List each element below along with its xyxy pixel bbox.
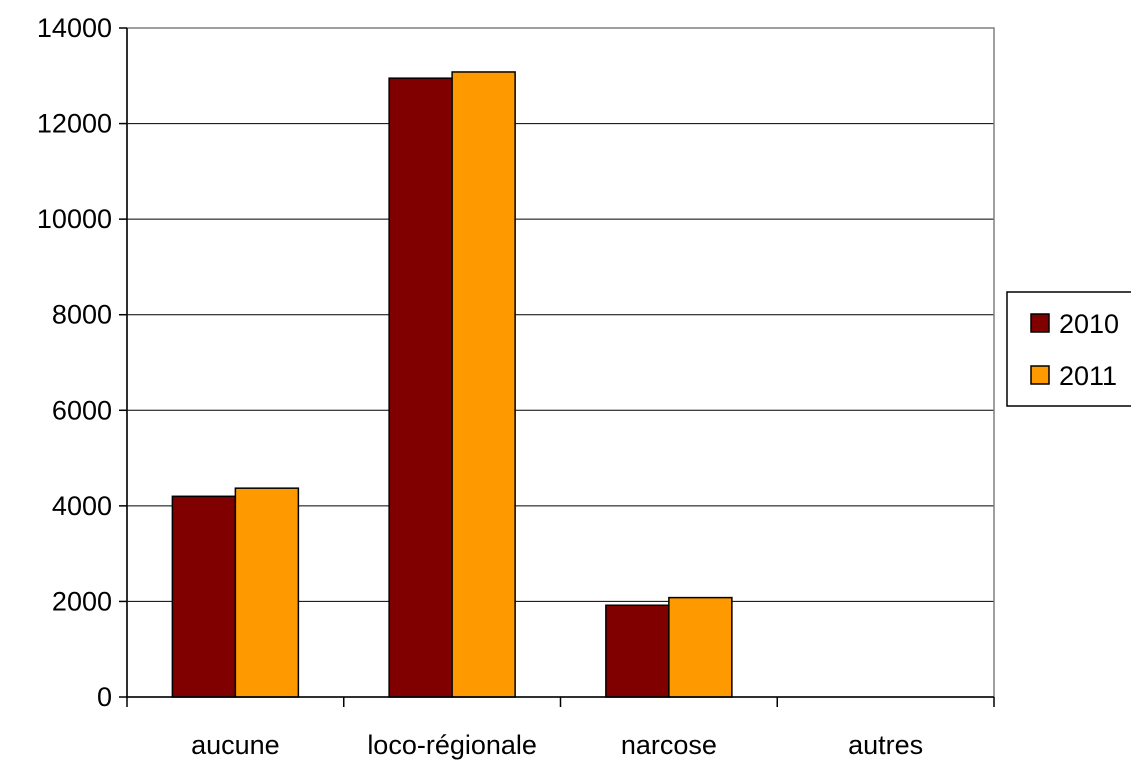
x-tick-label: autres [848, 730, 923, 760]
bar-2011-loco-régionale [451, 71, 516, 698]
y-tick-label: 10000 [37, 204, 112, 234]
y-tick-label: 2000 [52, 586, 112, 616]
axes [119, 27, 995, 707]
y-tick-label: 8000 [52, 300, 112, 330]
legend-box [1006, 291, 1131, 407]
x-tick-label: loco-régionale [367, 730, 537, 760]
bar-2010-aucune [171, 495, 237, 698]
x-tick-label: aucune [191, 730, 280, 760]
x-tick-label: narcose [621, 730, 717, 760]
legend-swatch-2011 [1030, 365, 1050, 385]
legend: 2010 2011 [1006, 291, 1131, 407]
y-tick-label: 4000 [52, 491, 112, 521]
legend-label-2011: 2011 [1059, 361, 1117, 391]
y-tick-label: 6000 [52, 395, 112, 425]
y-tick-label: 14000 [37, 13, 112, 43]
bar-2011-aucune [234, 487, 300, 698]
bar-2011-narcose [668, 596, 733, 698]
y-tick-label: 12000 [37, 109, 112, 139]
bars [171, 71, 733, 698]
legend-label-2010: 2010 [1059, 309, 1119, 339]
x-tick-labels: aucune loco-régionale narcose autres [191, 730, 923, 760]
bar-2010-narcose [605, 604, 670, 698]
bar-2010-loco-régionale [388, 77, 453, 698]
y-tick-labels: 0 2000 4000 6000 8000 10000 12000 14000 [37, 13, 112, 712]
y-tick-label: 0 [97, 682, 112, 712]
legend-swatch-2010 [1030, 313, 1050, 333]
